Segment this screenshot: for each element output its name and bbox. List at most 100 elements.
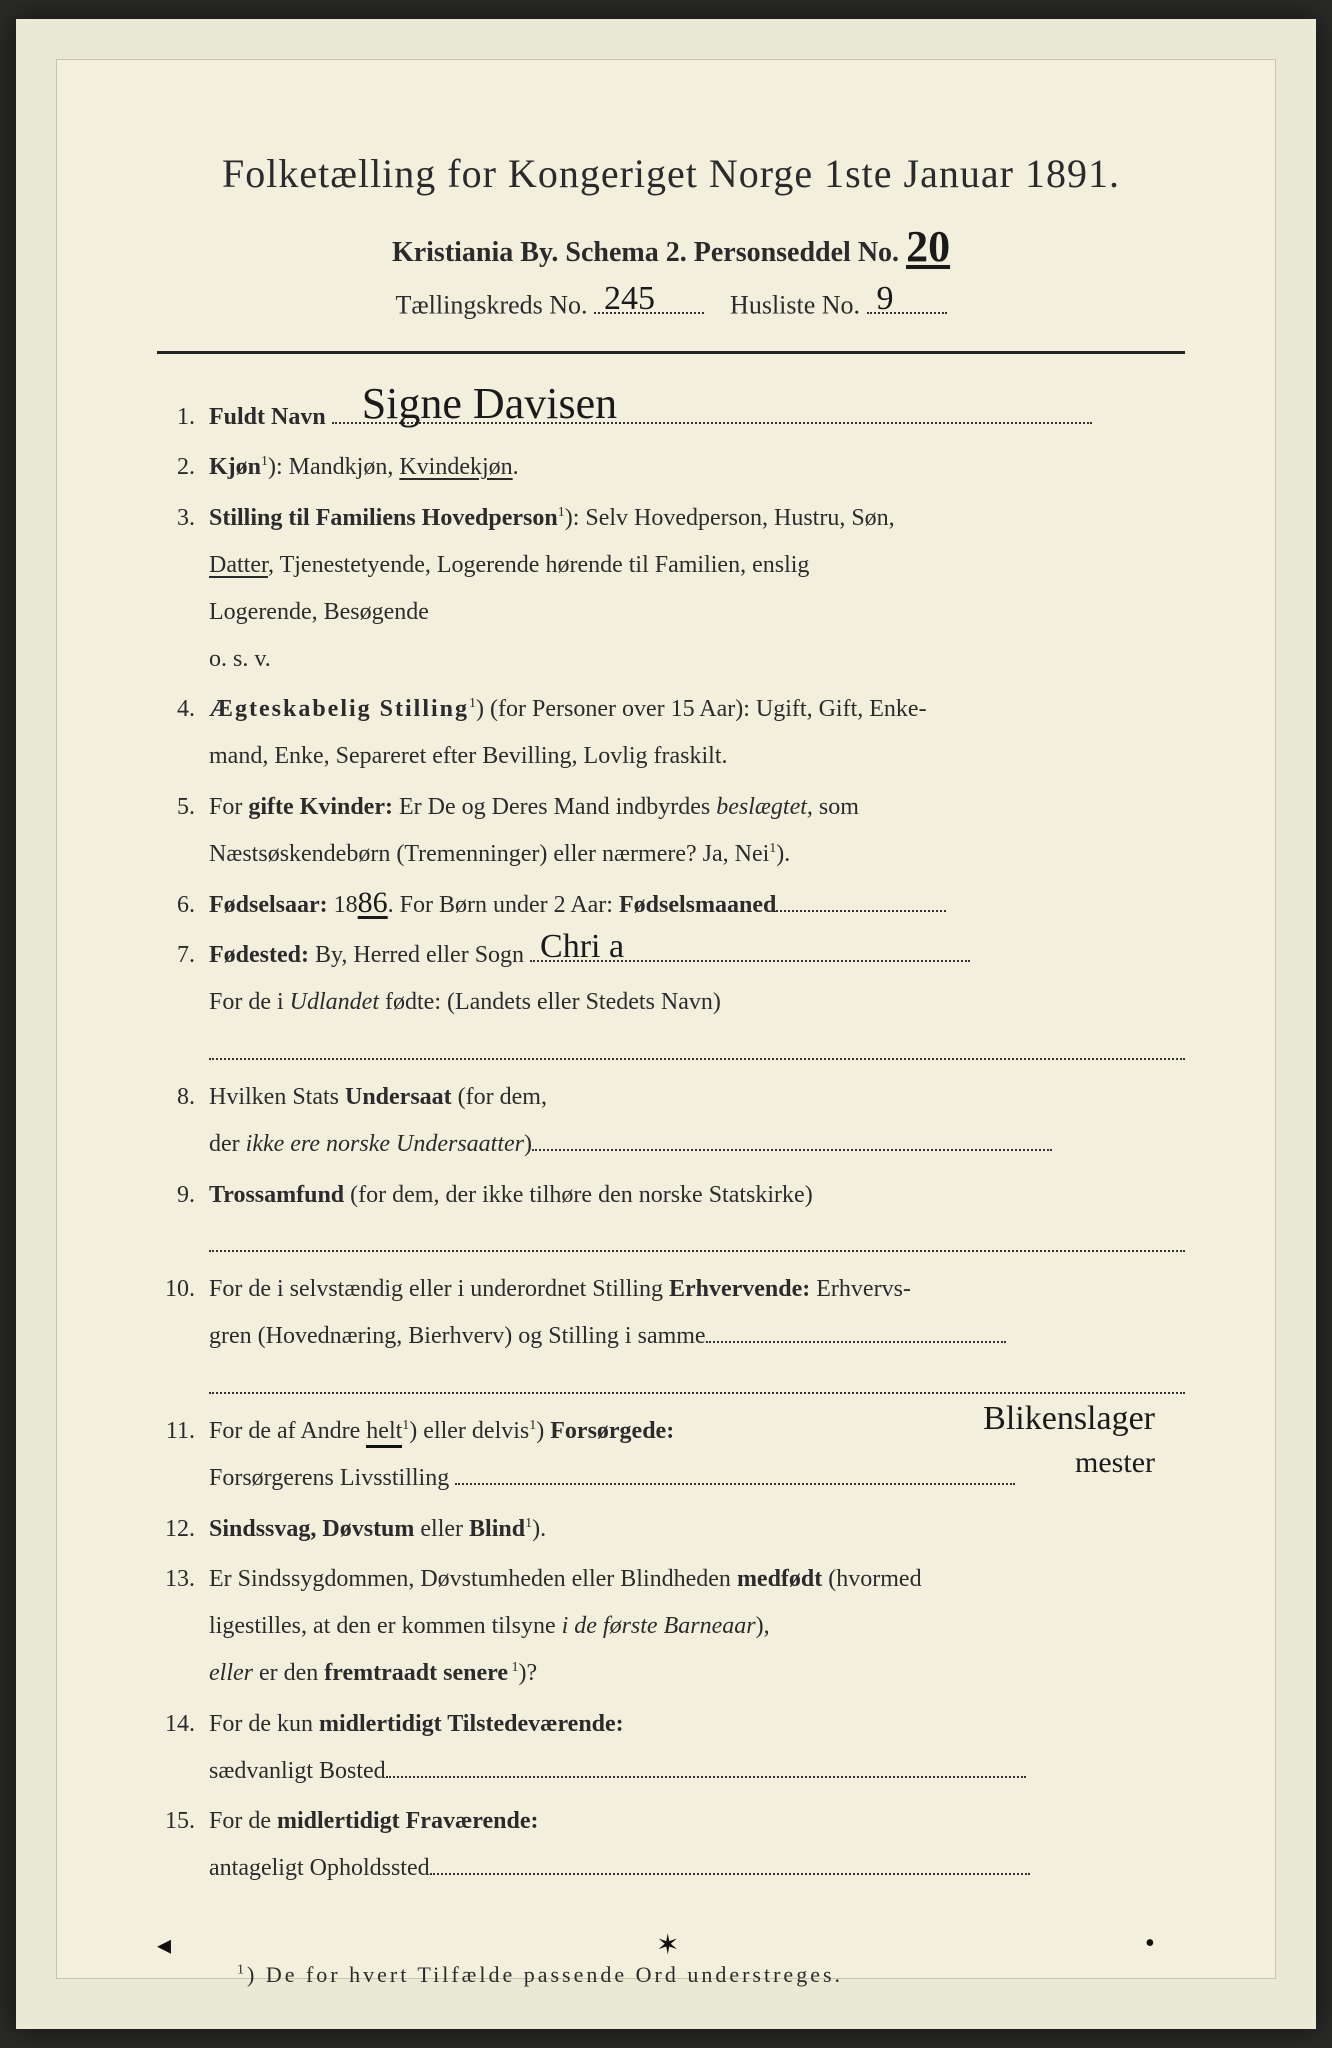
field-num: 2. bbox=[157, 444, 209, 491]
form-title: Folketælling for Kongeriget Norge 1ste J… bbox=[157, 150, 1185, 197]
form-subtitle-1: Kristiania By. Schema 2. Personseddel No… bbox=[157, 225, 1185, 269]
personseddel-no-value: 20 bbox=[906, 225, 950, 269]
field-text: Erhvervs- bbox=[810, 1276, 911, 1302]
footnote-text: ) De for hvert Tilfælde passende Ord und… bbox=[247, 1962, 843, 1987]
field-num: 4. bbox=[157, 686, 209, 733]
field-text: ) bbox=[536, 1418, 550, 1444]
bold: medfødt bbox=[737, 1566, 822, 1592]
field-text: 18 bbox=[328, 892, 358, 918]
field-num: 3. bbox=[157, 495, 209, 542]
livsstilling-value-2: mester bbox=[1075, 1448, 1155, 1478]
field-11: 11. For de af Andre helt1) eller delvis1… bbox=[157, 1408, 1185, 1502]
field-text: o. s. v. bbox=[209, 646, 271, 672]
field-2: 2. Kjøn1): Mandkjøn, Kvindekjøn. bbox=[157, 444, 1185, 491]
name-value: Signe Davisen bbox=[362, 382, 617, 426]
footnote: 1) De for hvert Tilfælde passende Ord un… bbox=[157, 1962, 1185, 1988]
field-text: For de i bbox=[209, 989, 290, 1015]
field-label: midlertidigt Tilstedeværende: bbox=[319, 1711, 624, 1737]
field-label: Undersaat bbox=[345, 1084, 452, 1110]
field-12: 12. Sindssvag, Døvstum eller Blind1). bbox=[157, 1506, 1185, 1553]
field-label: midlertidigt Fraværende: bbox=[277, 1808, 539, 1834]
footnote-marker: 1 bbox=[237, 1963, 247, 1978]
field-num: 15. bbox=[157, 1798, 209, 1845]
field-7: 7. Fødested: By, Herred eller Sogn Chri … bbox=[157, 932, 1185, 1070]
field-num: 14. bbox=[157, 1701, 209, 1748]
field-label: Fødselsaar: bbox=[209, 892, 328, 918]
field-label: Forsørgede: bbox=[550, 1418, 674, 1444]
field-num: 12. bbox=[157, 1506, 209, 1553]
field-text: gren (Hovednæring, Bierhverv) og Stillin… bbox=[209, 1323, 706, 1349]
field-text: For de kun bbox=[209, 1711, 319, 1737]
field-num: 5. bbox=[157, 784, 209, 831]
helt-underlined: helt bbox=[366, 1418, 402, 1448]
field-text-italic: Udlandet bbox=[290, 989, 379, 1015]
field-label: Erhvervende: bbox=[669, 1276, 810, 1302]
field-text-italic: beslægtet, bbox=[716, 794, 813, 820]
field-13: 13. Er Sindssygdommen, Døvstumheden elle… bbox=[157, 1556, 1185, 1696]
field-text: mand, Enke, Separeret efter Bevilling, L… bbox=[209, 743, 728, 769]
field-text: For de i selvstændig eller i underordnet… bbox=[209, 1276, 669, 1302]
field-label: Trossamfund bbox=[209, 1182, 344, 1208]
field-text: Er Sindssygdommen, Døvstumheden eller Bl… bbox=[209, 1566, 737, 1592]
field-10: 10. For de i selvstændig eller i underor… bbox=[157, 1266, 1185, 1404]
field-text-italic: i de første Barneaar bbox=[562, 1613, 756, 1639]
livsstilling-value: Blikenslager bbox=[983, 1402, 1155, 1436]
field-text: sædvanligt Bosted bbox=[209, 1758, 386, 1784]
field-label: Sindssvag, Døvstum bbox=[209, 1516, 414, 1542]
field-num: 8. bbox=[157, 1074, 209, 1121]
bold: fremtraadt senere bbox=[324, 1660, 508, 1686]
field-text: For de bbox=[209, 1808, 277, 1834]
field-14: 14. For de kun midlertidigt Tilstedevære… bbox=[157, 1701, 1185, 1795]
field-text: ) (for Personer over 15 Aar): Ugift, Gif… bbox=[476, 696, 927, 722]
tail: )? bbox=[518, 1660, 537, 1686]
field-label: Ægteskabelig Stilling bbox=[209, 696, 469, 722]
field-text: ): Selv Hovedperson, Hustru, Søn, bbox=[565, 505, 895, 531]
field-text: Næstsøskendebørn (Tremenninger) eller næ… bbox=[209, 841, 769, 867]
field-text: , Tjenestetyende, Logerende hørende til … bbox=[268, 552, 809, 578]
field-text: eller bbox=[414, 1516, 469, 1542]
field-text: Forsørgerens Livsstilling bbox=[209, 1465, 449, 1491]
field-text: By, Herred eller Sogn bbox=[309, 942, 524, 968]
field-text: ligestilles, at den er kommen tilsyne bbox=[209, 1613, 562, 1639]
tail: ). bbox=[776, 841, 790, 867]
field-num: 10. bbox=[157, 1266, 209, 1313]
field-num: 13. bbox=[157, 1556, 209, 1603]
field-15: 15. For de midlertidigt Fraværende: anta… bbox=[157, 1798, 1185, 1892]
field-5: 5. For gifte Kvinder: Er De og Deres Man… bbox=[157, 784, 1185, 878]
field-text: For bbox=[209, 794, 248, 820]
dotted-line bbox=[209, 1374, 1185, 1394]
field-text: ): Mandkjøn, bbox=[268, 454, 399, 480]
form-subtitle-2: Tællingskreds No. 245 Husliste No. 9 bbox=[157, 285, 1185, 321]
tail: . bbox=[513, 454, 519, 480]
field-text: (for dem, bbox=[452, 1084, 547, 1110]
field-9: 9. Trossamfund (for dem, der ikke tilhør… bbox=[157, 1172, 1185, 1263]
field-label: Fødested: bbox=[209, 942, 309, 968]
field-text: ) eller delvis bbox=[409, 1418, 529, 1444]
field-label: Stilling til Familiens Hovedperson bbox=[209, 505, 558, 531]
punch-mark-icon: • bbox=[1145, 1928, 1165, 1948]
form-fields: 1. Fuldt Navn Signe Davisen 2. Kjøn1): M… bbox=[157, 394, 1185, 1892]
field-num: 1. bbox=[157, 394, 209, 441]
field-label: gifte Kvinder: bbox=[248, 794, 393, 820]
sex-underlined: Kvindekjøn bbox=[399, 454, 512, 480]
field-text: ), bbox=[756, 1613, 770, 1639]
kreds-label: Tællingskreds No. bbox=[395, 291, 587, 320]
header-rule bbox=[157, 351, 1185, 354]
dotted-line bbox=[209, 1040, 1185, 1060]
field-text: Er De og Deres Mand indbyrdes bbox=[393, 794, 716, 820]
field-text: (hvormed bbox=[822, 1566, 921, 1592]
field-text: som bbox=[813, 794, 859, 820]
punch-mark-icon: ◂ bbox=[157, 1928, 177, 1948]
field-3: 3. Stilling til Familiens Hovedperson1):… bbox=[157, 495, 1185, 682]
field-text: For de af Andre bbox=[209, 1418, 366, 1444]
field-num: 9. bbox=[157, 1172, 209, 1219]
subtitle-text: Kristiania By. Schema 2. Personseddel No… bbox=[392, 237, 899, 268]
field-text: Logerende, Besøgende bbox=[209, 599, 429, 625]
kreds-no-value: 245 bbox=[604, 282, 655, 316]
field-text: Hvilken Stats bbox=[209, 1084, 345, 1110]
husliste-label: Husliste No. bbox=[730, 291, 860, 320]
field-num: 6. bbox=[157, 882, 209, 929]
field-text: ) bbox=[524, 1131, 532, 1157]
field-1: 1. Fuldt Navn Signe Davisen bbox=[157, 394, 1185, 441]
scan-background: Folketælling for Kongeriget Norge 1ste J… bbox=[16, 19, 1316, 2029]
